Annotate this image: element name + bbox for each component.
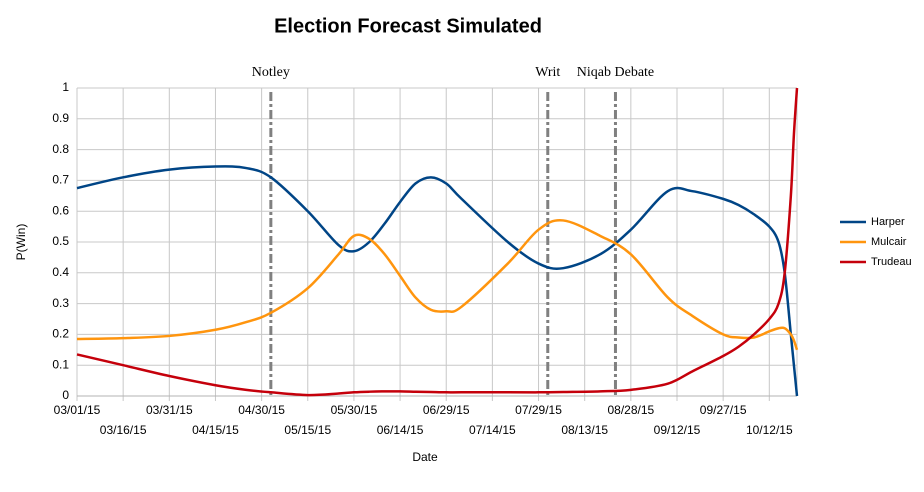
x-tick-label: 10/12/15 <box>746 423 793 437</box>
event-label: Niqab Debate <box>577 65 654 80</box>
event-label: Writ <box>535 65 560 80</box>
y-tick-label: 1 <box>62 80 69 94</box>
x-tick-label: 05/30/15 <box>331 403 378 417</box>
legend-label: Mulcair <box>871 236 907 248</box>
series-line <box>76 165 799 397</box>
series-line <box>76 218 799 351</box>
series-line <box>76 87 799 397</box>
y-tick-label: 0.9 <box>52 111 69 125</box>
x-tick-label: 08/28/15 <box>607 403 654 417</box>
y-tick-label: 0.7 <box>52 173 69 187</box>
x-tick-label: 04/15/15 <box>192 423 239 437</box>
y-tick-label: 0.6 <box>52 203 69 217</box>
x-axis-label: Date <box>412 450 438 464</box>
y-tick-label: 0.5 <box>52 234 69 248</box>
legend-label: Trudeau <box>871 256 912 268</box>
y-tick-label: 0.1 <box>52 357 69 371</box>
y-axis-label: P(Win) <box>14 224 28 261</box>
y-tick-label: 0.2 <box>52 327 69 341</box>
x-tick-label: 06/29/15 <box>423 403 470 417</box>
x-tick-label: 03/16/15 <box>100 423 147 437</box>
x-tick-label: 07/14/15 <box>469 423 516 437</box>
x-tick-label: 05/15/15 <box>284 423 331 437</box>
legend-label: Harper <box>871 216 905 228</box>
x-tick-label: 03/31/15 <box>146 403 193 417</box>
x-tick-label: 03/01/15 <box>54 403 101 417</box>
x-tick-label: 04/30/15 <box>238 403 285 417</box>
x-tick-label: 08/13/15 <box>561 423 608 437</box>
y-tick-label: 0.4 <box>52 265 69 279</box>
x-tick-label: 09/12/15 <box>654 423 701 437</box>
x-tick-label: 09/27/15 <box>700 403 747 417</box>
chart-title: Election Forecast Simulated <box>274 15 542 37</box>
y-tick-label: 0.3 <box>52 296 69 310</box>
x-tick-label: 06/14/15 <box>377 423 424 437</box>
event-label: Notley <box>252 65 290 80</box>
x-tick-label: 07/29/15 <box>515 403 562 417</box>
y-tick-label: 0.8 <box>52 142 69 156</box>
y-tick-label: 0 <box>62 388 69 402</box>
